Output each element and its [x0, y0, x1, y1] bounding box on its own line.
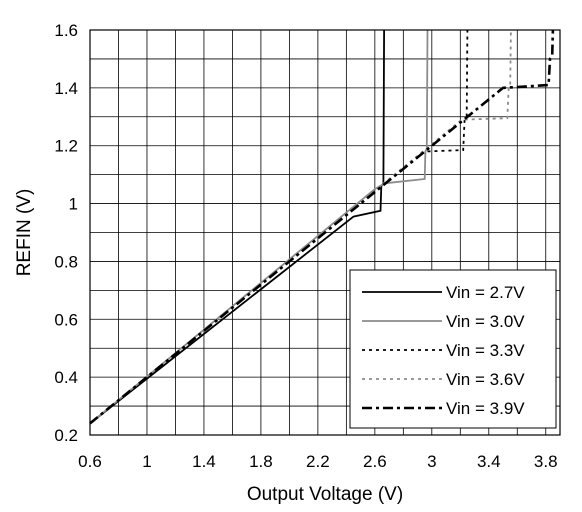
x-axis-title: Output Voltage (V) — [247, 484, 403, 505]
x-tick-label: 1.8 — [249, 452, 273, 471]
legend-label: Vin = 3.9V — [446, 399, 525, 418]
y-axis-title: REFIN (V) — [14, 189, 35, 277]
y-tick-label: 1.4 — [54, 79, 78, 98]
y-tick-label: 0.6 — [54, 310, 78, 329]
x-tick-label: 2.2 — [306, 452, 330, 471]
x-tick-label: 3.8 — [534, 452, 558, 471]
legend: Vin = 2.7V Vin = 3.0V Vin = 3.3V Vin = 3.6V… — [349, 269, 557, 429]
y-tick-label: 0.2 — [54, 426, 78, 445]
legend-label: Vin = 2.7V — [446, 283, 525, 302]
y-tick-label: 1.2 — [54, 137, 78, 156]
series-lines — [89, 29, 555, 425]
x-tick-label: 1.4 — [192, 452, 216, 471]
x-tick-label: 3.4 — [477, 452, 501, 471]
y-tick-label: 1 — [69, 195, 78, 214]
x-tick-label: 3 — [427, 452, 436, 471]
legend-label: Vin = 3.3V — [446, 341, 525, 360]
legend-box — [349, 269, 557, 429]
series-line-1 — [89, 29, 385, 425]
x-tick-label: 2.6 — [363, 452, 387, 471]
x-tick-label: 0.6 — [78, 452, 102, 471]
y-tick-label: 0.8 — [54, 252, 78, 271]
y-tick-label: 0.4 — [54, 368, 78, 387]
tick-labels: 0.6 1 1.4 1.8 2.2 2.6 3 3.4 3.8 0.2 0.4 0.6 0.8 1 1.2 1… — [54, 21, 557, 471]
plot-frame — [89, 29, 561, 436]
x-tick-label: 1 — [142, 452, 151, 471]
legend-label: Vin = 3.0V — [446, 312, 525, 331]
legend-label: Vin = 3.6V — [446, 370, 525, 389]
series-line-5 — [89, 29, 555, 425]
y-tick-label: 1.6 — [54, 21, 78, 40]
